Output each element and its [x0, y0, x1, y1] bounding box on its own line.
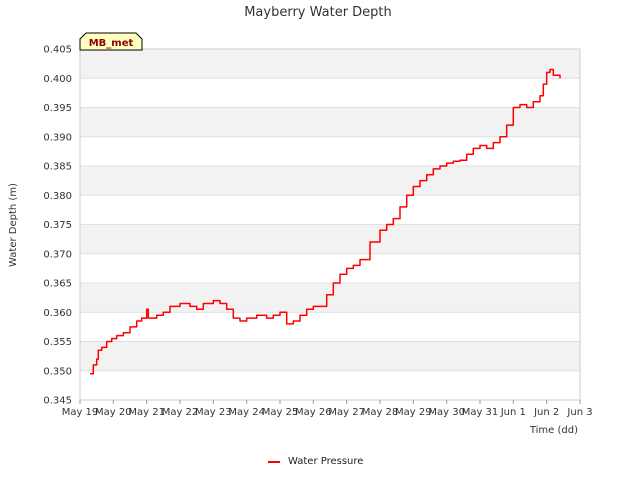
background-band — [80, 107, 580, 137]
x-tick-label: May 30 — [428, 407, 465, 418]
x-tick-label: May 27 — [328, 407, 365, 418]
station-badge-shape — [79, 32, 143, 51]
legend-label-water-pressure: Water Pressure — [288, 456, 363, 467]
background-band — [80, 283, 580, 313]
x-tick-label: May 19 — [62, 407, 99, 418]
station-badge-label: MB_met — [89, 38, 134, 49]
background-band — [80, 49, 580, 79]
plot-frame — [79, 48, 581, 401]
background-band — [80, 166, 580, 196]
x-tick-label: May 29 — [395, 407, 432, 418]
y-tick-label: 0.370 — [43, 249, 72, 260]
y-tick-label: 0.365 — [43, 279, 72, 290]
station-badge: MB_met — [79, 32, 143, 51]
y-axis-label: Water Depth (m) — [8, 183, 19, 267]
chart-title: Mayberry Water Depth — [244, 5, 392, 20]
y-tick-label: 0.400 — [43, 74, 72, 85]
x-tick-label: May 21 — [128, 407, 165, 418]
x-tick-label: May 23 — [195, 407, 232, 418]
y-tick-label: 0.360 — [43, 308, 72, 319]
y-tick-label: 0.380 — [43, 191, 72, 202]
y-tick-label: 0.355 — [43, 337, 72, 348]
x-tick-label: May 24 — [228, 407, 265, 418]
x-tick-label: May 28 — [362, 407, 399, 418]
background-bands — [80, 49, 580, 371]
y-tick-label: 0.390 — [43, 132, 72, 143]
y-tick-label: 0.375 — [43, 220, 72, 231]
legend: Water Pressure — [268, 456, 363, 467]
background-band — [80, 341, 580, 371]
x-tick-label: Jun 2 — [533, 407, 559, 418]
y-tick-label: 0.395 — [43, 103, 72, 114]
x-tick-label: May 20 — [95, 407, 132, 418]
y-tick-label: 0.350 — [43, 366, 72, 377]
series-line-water-pressure — [90, 68, 561, 375]
y-tick-labels: 0.345 0.350 0.355 0.360 0.365 0.370 0.375 0.380… — [43, 45, 72, 407]
x-tick-label: Jun 1 — [500, 407, 526, 418]
x-tick-label: Jun 3 — [566, 407, 592, 418]
axes — [79, 400, 581, 404]
y-tick-label: 0.385 — [43, 162, 72, 173]
x-axis-label: Time (dd) — [529, 425, 578, 436]
y-tick-label: 0.345 — [43, 396, 72, 407]
x-tick-label: May 22 — [162, 407, 199, 418]
x-tick-label: May 25 — [262, 407, 299, 418]
y-tick-label: 0.405 — [43, 45, 72, 56]
x-tick-label: May 31 — [462, 407, 499, 418]
background-band — [80, 224, 580, 254]
x-tick-label: May 26 — [295, 407, 332, 418]
